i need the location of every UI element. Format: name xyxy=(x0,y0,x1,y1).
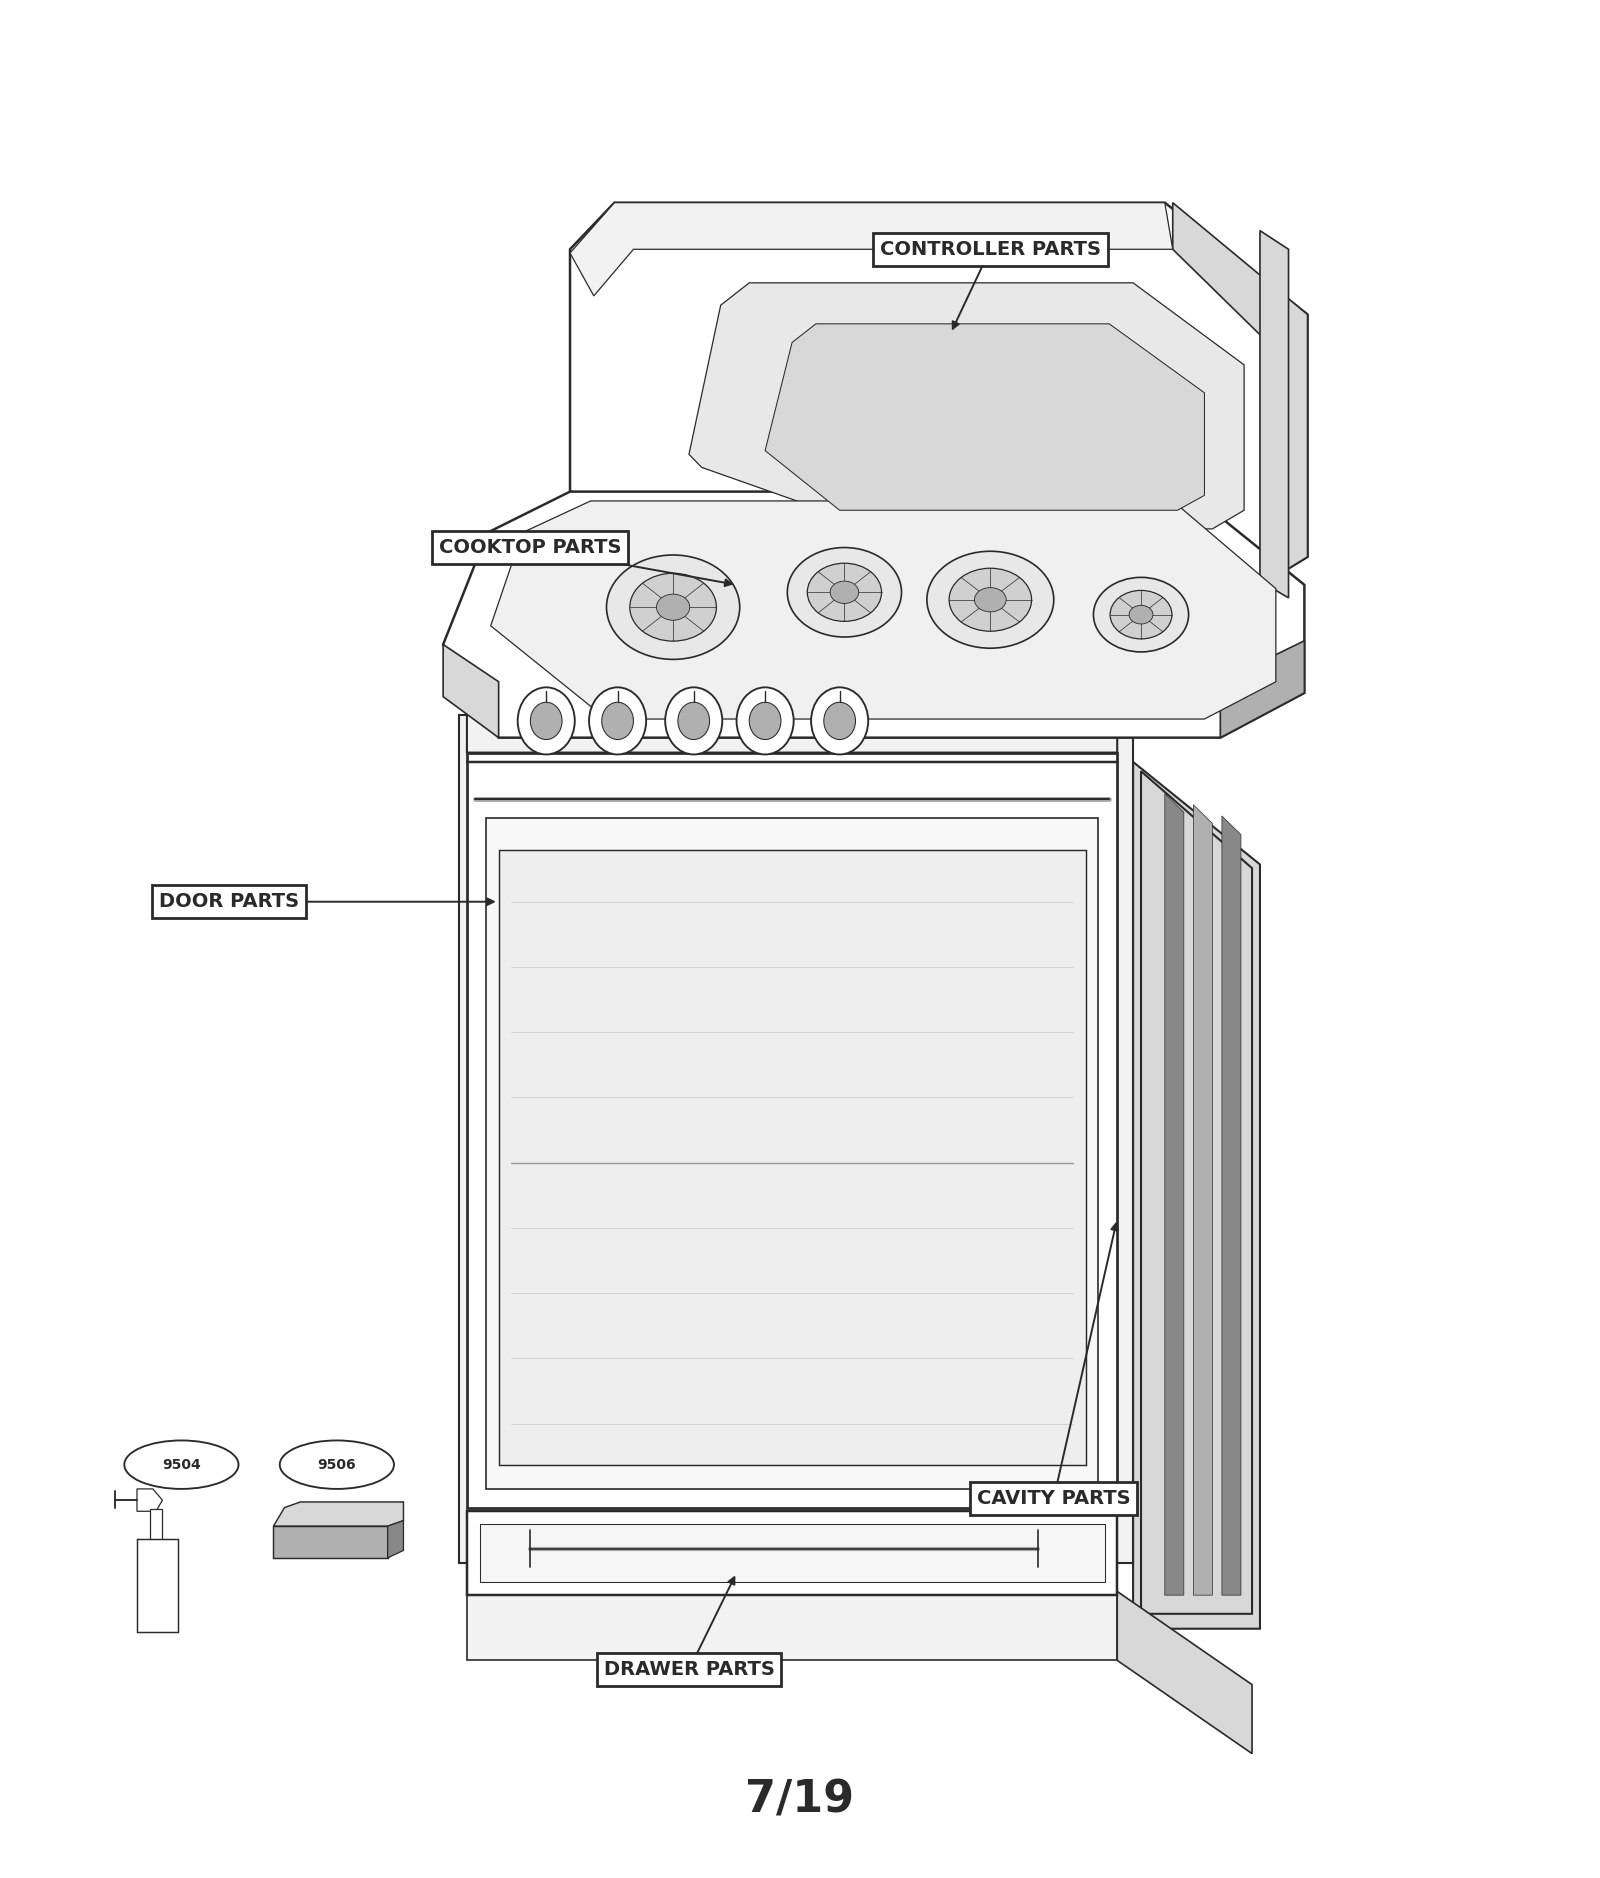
Ellipse shape xyxy=(606,556,739,659)
Polygon shape xyxy=(467,1512,1117,1594)
Polygon shape xyxy=(570,203,1173,297)
Polygon shape xyxy=(138,1489,162,1512)
Polygon shape xyxy=(1222,815,1242,1594)
Polygon shape xyxy=(467,753,1117,1508)
Polygon shape xyxy=(459,716,1133,1564)
Circle shape xyxy=(678,702,709,740)
Polygon shape xyxy=(274,1527,387,1559)
Ellipse shape xyxy=(974,588,1006,612)
Ellipse shape xyxy=(656,593,690,620)
Polygon shape xyxy=(1141,772,1253,1613)
Circle shape xyxy=(530,702,562,740)
Circle shape xyxy=(666,687,722,755)
Circle shape xyxy=(749,702,781,740)
Text: CAVITY PARTS: CAVITY PARTS xyxy=(978,1489,1131,1508)
Polygon shape xyxy=(491,501,1275,719)
Polygon shape xyxy=(1259,231,1288,597)
Circle shape xyxy=(824,702,856,740)
Polygon shape xyxy=(499,849,1085,1465)
Ellipse shape xyxy=(808,563,882,622)
Ellipse shape xyxy=(1110,590,1171,639)
Circle shape xyxy=(811,687,869,755)
Circle shape xyxy=(589,687,646,755)
Ellipse shape xyxy=(1130,605,1154,623)
Polygon shape xyxy=(1173,203,1307,580)
Polygon shape xyxy=(274,1502,403,1527)
Polygon shape xyxy=(486,817,1098,1489)
Text: CONTROLLER PARTS: CONTROLLER PARTS xyxy=(880,240,1101,259)
Circle shape xyxy=(736,687,794,755)
Polygon shape xyxy=(443,644,499,738)
Ellipse shape xyxy=(125,1440,238,1489)
Text: 9506: 9506 xyxy=(317,1457,357,1472)
Polygon shape xyxy=(1117,1591,1253,1754)
Polygon shape xyxy=(467,1591,1117,1660)
Polygon shape xyxy=(690,284,1245,530)
Text: 9504: 9504 xyxy=(162,1457,200,1472)
Text: DRAWER PARTS: DRAWER PARTS xyxy=(603,1660,774,1679)
Polygon shape xyxy=(1221,640,1304,738)
Ellipse shape xyxy=(630,573,717,640)
Polygon shape xyxy=(387,1521,403,1559)
Ellipse shape xyxy=(830,580,859,603)
Circle shape xyxy=(518,687,574,755)
Polygon shape xyxy=(1194,806,1213,1594)
Polygon shape xyxy=(150,1510,162,1546)
Ellipse shape xyxy=(949,569,1032,631)
Polygon shape xyxy=(1165,794,1184,1594)
Ellipse shape xyxy=(926,552,1054,648)
Polygon shape xyxy=(480,1525,1104,1581)
Ellipse shape xyxy=(280,1440,394,1489)
Text: COOKTOP PARTS: COOKTOP PARTS xyxy=(438,537,622,558)
Polygon shape xyxy=(138,1540,178,1632)
Polygon shape xyxy=(443,492,1304,738)
Circle shape xyxy=(602,702,634,740)
Text: 7/19: 7/19 xyxy=(746,1778,854,1822)
Polygon shape xyxy=(467,640,1117,753)
Ellipse shape xyxy=(1093,577,1189,652)
Polygon shape xyxy=(570,203,1307,580)
Polygon shape xyxy=(765,323,1205,511)
Text: DOOR PARTS: DOOR PARTS xyxy=(158,892,299,911)
Polygon shape xyxy=(1133,762,1259,1628)
Ellipse shape xyxy=(787,548,901,637)
